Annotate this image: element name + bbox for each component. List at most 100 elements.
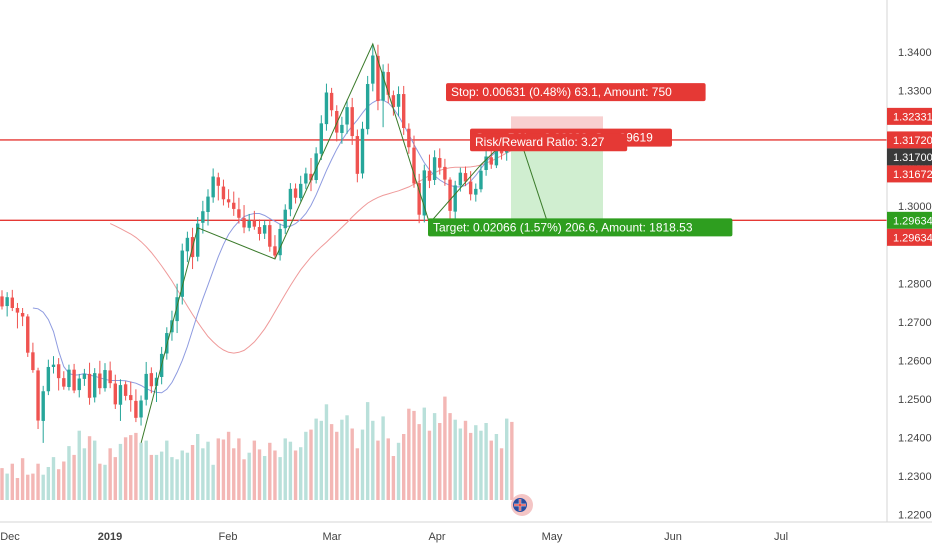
candle-body[interactable] bbox=[304, 173, 308, 184]
candle-body[interactable] bbox=[144, 373, 148, 400]
candle-body[interactable] bbox=[262, 225, 267, 234]
candle-body[interactable] bbox=[273, 246, 277, 256]
candle-body[interactable] bbox=[113, 383, 117, 405]
candle-body[interactable] bbox=[376, 55, 380, 101]
candle-body[interactable] bbox=[329, 92, 334, 111]
candle-body[interactable] bbox=[474, 188, 478, 195]
target-zone[interactable] bbox=[511, 141, 603, 221]
candle-body[interactable] bbox=[319, 123, 323, 154]
candle-body[interactable] bbox=[56, 364, 61, 379]
candle-body[interactable] bbox=[479, 170, 483, 190]
candle-body[interactable] bbox=[237, 209, 241, 218]
candle-body[interactable] bbox=[82, 373, 87, 379]
candle-body[interactable] bbox=[216, 177, 220, 186]
candle-body[interactable] bbox=[196, 223, 200, 257]
candle-body[interactable] bbox=[350, 107, 354, 137]
candle-body[interactable] bbox=[463, 173, 468, 182]
candle-body[interactable] bbox=[15, 307, 20, 313]
candle-body[interactable] bbox=[51, 364, 56, 367]
candle-body[interactable] bbox=[453, 185, 457, 212]
candle-body[interactable] bbox=[412, 147, 416, 184]
risk-reward-label[interactable]: Risk/Reward Ratio: 3.27 bbox=[470, 133, 628, 152]
candle-body[interactable] bbox=[98, 373, 102, 389]
candle-body[interactable] bbox=[129, 395, 133, 401]
candle-body[interactable] bbox=[268, 225, 272, 247]
candle-body[interactable] bbox=[62, 378, 66, 387]
candle-body[interactable] bbox=[139, 400, 143, 418]
candle-body[interactable] bbox=[118, 385, 123, 405]
candle-body[interactable] bbox=[211, 176, 215, 198]
candle-body[interactable] bbox=[278, 228, 282, 256]
candle-body[interactable] bbox=[355, 136, 360, 174]
stop-label[interactable]: Stop: 0.00631 (0.48%) 63.1, Amount: 750 bbox=[446, 83, 706, 102]
candle-body[interactable] bbox=[288, 188, 293, 210]
candle-body[interactable] bbox=[31, 352, 35, 371]
candle-body[interactable] bbox=[180, 250, 184, 297]
candle-body[interactable] bbox=[206, 196, 210, 213]
candle-body[interactable] bbox=[165, 333, 169, 354]
candle-body[interactable] bbox=[257, 227, 262, 234]
candle-body[interactable] bbox=[345, 107, 349, 125]
candle-body[interactable] bbox=[283, 209, 287, 229]
candle-body[interactable] bbox=[36, 370, 40, 421]
candle-body[interactable] bbox=[371, 55, 375, 84]
candle-body[interactable] bbox=[309, 173, 313, 181]
candle-body[interactable] bbox=[221, 186, 226, 200]
candle-body[interactable] bbox=[299, 183, 303, 199]
candle-body[interactable] bbox=[335, 111, 339, 133]
candle-body[interactable] bbox=[5, 297, 9, 307]
candle-body[interactable] bbox=[484, 156, 488, 170]
candle-body[interactable] bbox=[20, 312, 25, 317]
candle-body[interactable] bbox=[247, 220, 251, 228]
candle-body[interactable] bbox=[10, 297, 14, 308]
candle-body[interactable] bbox=[226, 199, 231, 203]
candle-body[interactable] bbox=[0, 296, 4, 307]
candle-body[interactable] bbox=[252, 220, 257, 227]
candle-body[interactable] bbox=[407, 128, 411, 148]
candle-body[interactable] bbox=[134, 400, 138, 418]
candle-body[interactable] bbox=[386, 72, 390, 95]
pattern-zigzag-line[interactable] bbox=[140, 42, 518, 444]
candle-body[interactable] bbox=[72, 369, 76, 391]
candle-body[interactable] bbox=[201, 211, 205, 223]
candle-body[interactable] bbox=[154, 377, 159, 386]
candle-body[interactable] bbox=[443, 166, 447, 180]
candle-body[interactable] bbox=[458, 172, 463, 186]
candle-body[interactable] bbox=[314, 153, 318, 181]
candle-body[interactable] bbox=[438, 158, 442, 168]
candle-body[interactable] bbox=[41, 391, 45, 421]
candle-body[interactable] bbox=[93, 373, 97, 398]
candle-body[interactable] bbox=[402, 94, 406, 128]
candle-body[interactable] bbox=[494, 147, 499, 166]
candle-body[interactable] bbox=[468, 181, 473, 195]
candle-body[interactable] bbox=[26, 316, 30, 353]
candle-body[interactable] bbox=[422, 170, 426, 216]
candle-body[interactable] bbox=[396, 94, 401, 107]
candle-body[interactable] bbox=[360, 128, 365, 174]
candle-body[interactable] bbox=[365, 84, 370, 130]
candle-body[interactable] bbox=[293, 188, 298, 198]
candle-body[interactable] bbox=[108, 370, 112, 384]
candle-body[interactable] bbox=[46, 366, 51, 392]
candle-body[interactable] bbox=[232, 202, 236, 209]
candle-body[interactable] bbox=[77, 378, 81, 391]
target-label[interactable]: Target: 0.02066 (1.57%) 206.6, Amount: 1… bbox=[428, 218, 733, 237]
candle-body[interactable] bbox=[427, 170, 432, 181]
candle-body[interactable] bbox=[103, 370, 107, 389]
candle-body[interactable] bbox=[432, 157, 437, 181]
candle-body[interactable] bbox=[381, 71, 385, 101]
candle-body[interactable] bbox=[340, 124, 344, 133]
candle-body[interactable] bbox=[448, 179, 452, 211]
candle-body[interactable] bbox=[324, 92, 329, 125]
candle-body[interactable] bbox=[185, 237, 190, 252]
candle-body[interactable] bbox=[417, 183, 421, 215]
candle-body[interactable] bbox=[87, 373, 92, 398]
candle-body[interactable] bbox=[67, 369, 71, 388]
candle-body[interactable] bbox=[175, 297, 179, 322]
candle-body[interactable] bbox=[489, 157, 493, 165]
candle-body[interactable] bbox=[123, 384, 128, 396]
candle-body[interactable] bbox=[391, 95, 396, 108]
candle-body[interactable] bbox=[242, 218, 246, 228]
